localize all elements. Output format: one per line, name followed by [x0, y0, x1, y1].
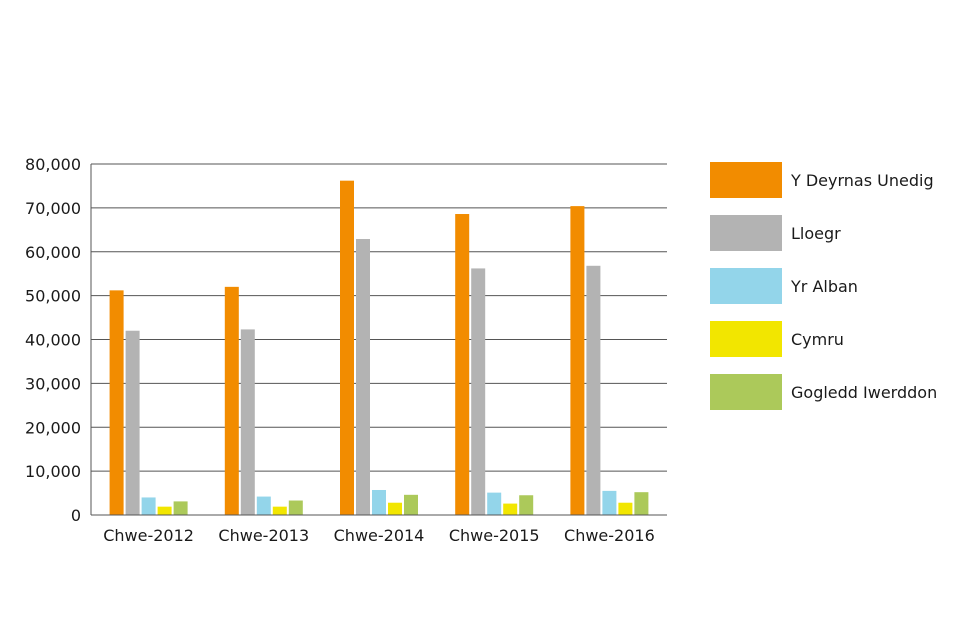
legend-label: Lloegr — [791, 224, 841, 243]
bar — [372, 489, 386, 515]
bar — [256, 496, 271, 515]
legend-label: Gogledd Iwerddon — [791, 383, 937, 402]
bar — [602, 490, 617, 515]
bar — [586, 265, 601, 515]
x-tick-label: Chwe-2013 — [218, 526, 309, 545]
bar — [503, 503, 518, 515]
y-tick-label: 10,000 — [25, 462, 81, 481]
legend-swatch — [710, 162, 782, 198]
bar — [356, 239, 370, 515]
bar — [109, 290, 124, 515]
bar — [570, 206, 585, 515]
y-tick-label: 60,000 — [25, 243, 81, 262]
x-tick-label: Chwe-2015 — [449, 526, 540, 545]
y-tick-label: 20,000 — [25, 418, 81, 437]
bar — [634, 492, 649, 515]
legend-label: Cymru — [791, 330, 844, 349]
bar — [340, 180, 354, 516]
y-tick-label: 30,000 — [25, 374, 81, 393]
bar — [125, 330, 140, 515]
bar — [487, 492, 502, 515]
bar — [404, 494, 418, 515]
bar — [519, 495, 534, 515]
bar — [224, 286, 239, 515]
bar — [240, 329, 255, 515]
bar — [272, 506, 287, 515]
grid-lines — [91, 163, 667, 472]
bar — [388, 502, 402, 515]
y-tick-label: 80,000 — [25, 155, 81, 174]
bar — [141, 497, 156, 515]
x-tick-label: Chwe-2014 — [334, 526, 425, 545]
bar — [157, 506, 172, 515]
legend-swatch — [710, 268, 782, 304]
y-axis-tick-labels: 0 10,000 20,000 30,000 40,000 50,000 60,000 70,… — [25, 155, 81, 525]
y-tick-label: 70,000 — [25, 199, 81, 218]
legend-swatch — [710, 321, 782, 357]
y-tick-label: 0 — [71, 506, 81, 525]
bar — [288, 500, 303, 515]
bar — [455, 214, 470, 515]
legend-label: Y Deyrnas Unedig — [790, 171, 934, 190]
legend: Y Deyrnas Unedig Lloegr Yr Alban Cymru Gogle… — [710, 162, 937, 410]
axes — [90, 164, 667, 516]
legend-swatch — [710, 374, 782, 410]
bar — [618, 502, 633, 515]
y-tick-label: 40,000 — [25, 331, 81, 350]
bar — [173, 501, 188, 515]
bars — [109, 180, 649, 516]
bar — [471, 268, 486, 515]
x-axis-tick-labels: Chwe-2012 Chwe-2013 Chwe-2014 Chwe-2015 Chwe… — [103, 526, 655, 545]
x-tick-label: Chwe-2012 — [103, 526, 194, 545]
legend-swatch — [710, 215, 782, 251]
legend-label: Yr Alban — [790, 277, 858, 296]
y-tick-label: 50,000 — [25, 287, 81, 306]
x-tick-label: Chwe-2016 — [564, 526, 655, 545]
